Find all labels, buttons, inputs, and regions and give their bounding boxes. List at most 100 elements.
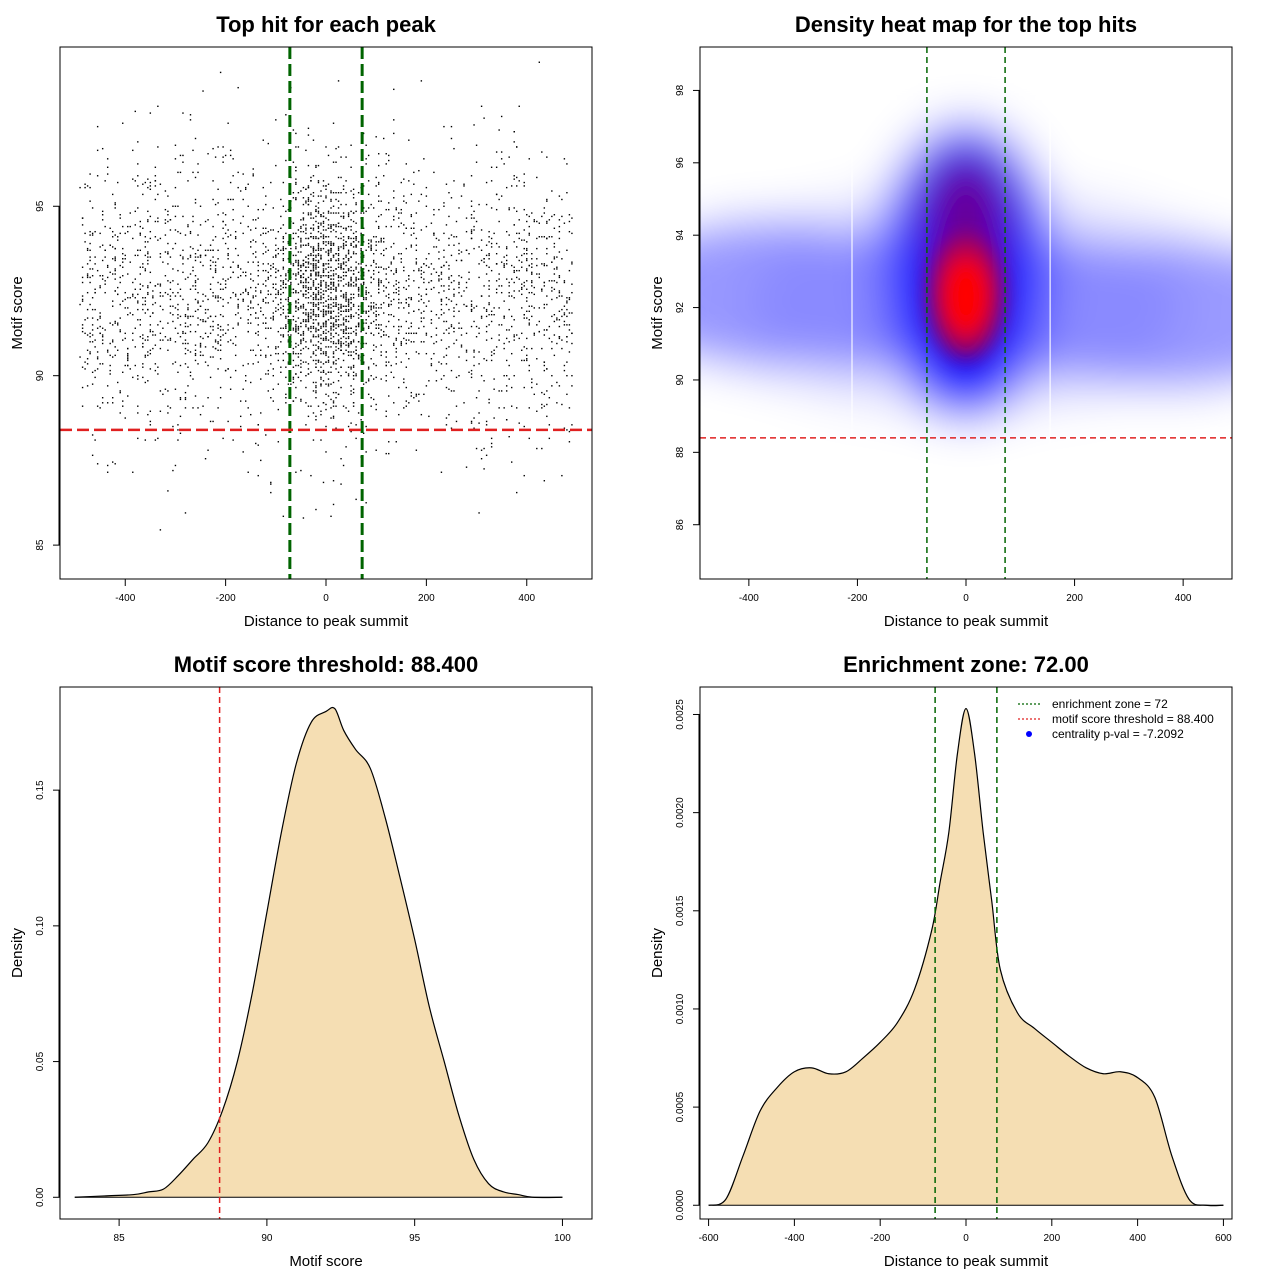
scatter-point xyxy=(458,253,460,255)
scatter-point xyxy=(217,300,219,302)
scatter-point xyxy=(541,391,543,394)
scatter-point xyxy=(498,285,500,287)
scatter-point xyxy=(478,332,480,335)
scatter-point xyxy=(234,247,237,250)
scatter-point xyxy=(367,246,370,248)
scatter-point xyxy=(495,208,498,211)
scatter-point xyxy=(315,273,317,275)
scatter-point xyxy=(418,393,420,396)
scatter-point xyxy=(149,181,152,184)
scatter-point xyxy=(335,286,337,289)
scatter-point xyxy=(239,317,242,319)
scatter-point xyxy=(450,300,453,302)
scatter-point xyxy=(305,402,307,404)
scatter-point xyxy=(528,232,530,235)
scatter-point xyxy=(285,278,287,280)
scatter-point xyxy=(285,159,287,162)
scatter-point xyxy=(232,219,234,221)
scatter-point xyxy=(315,336,317,338)
scatter-point xyxy=(330,346,332,348)
scatter-point xyxy=(154,302,157,304)
scatter-point xyxy=(342,285,345,287)
scatter-point xyxy=(372,363,375,365)
scatter-point xyxy=(400,258,402,260)
scatter-point xyxy=(468,278,470,280)
scatter-point xyxy=(332,317,335,319)
scatter-point xyxy=(260,307,262,309)
scatter-point xyxy=(385,286,387,289)
scatter-point xyxy=(345,275,347,277)
scatter-point xyxy=(197,300,199,302)
scatter-point xyxy=(513,241,515,243)
scatter-point xyxy=(347,310,350,313)
scatter-point xyxy=(297,298,300,301)
scatter-point xyxy=(129,368,131,370)
scatter-point xyxy=(443,202,445,204)
scatter-point xyxy=(377,332,380,335)
scatter-point xyxy=(350,244,352,246)
scatter-point xyxy=(187,308,189,311)
scatter-point xyxy=(307,297,310,299)
scatter-point xyxy=(255,227,257,229)
scatter-point xyxy=(325,322,327,324)
scatter-point xyxy=(179,432,182,434)
scatter-point xyxy=(423,317,425,319)
scatter-point xyxy=(443,285,445,287)
scatter-point xyxy=(327,224,330,226)
scatter-point xyxy=(287,258,290,260)
scatter-point xyxy=(335,198,337,201)
scatter-point xyxy=(350,298,352,301)
scatter-point xyxy=(104,329,106,331)
scatter-point xyxy=(340,307,342,309)
scatter-point xyxy=(84,332,86,335)
scatter-point xyxy=(377,164,380,167)
scatter-point xyxy=(252,307,254,309)
scatter-point xyxy=(315,166,317,168)
scatter-point xyxy=(448,308,450,311)
scatter-point xyxy=(561,198,563,201)
scatter-point xyxy=(518,278,520,280)
scatter-point xyxy=(332,281,335,284)
scatter-point xyxy=(337,393,340,396)
scatter-point xyxy=(558,290,561,292)
scatter-point xyxy=(362,432,365,434)
scatter-point xyxy=(438,258,440,260)
scatter-point xyxy=(558,237,561,240)
scatter-point xyxy=(505,263,508,265)
scatter-point xyxy=(312,266,315,268)
scatter-point xyxy=(315,215,317,218)
scatter-point xyxy=(377,291,380,294)
scatter-point xyxy=(312,302,315,304)
scatter-point xyxy=(355,285,357,287)
scatter-point xyxy=(355,424,357,426)
scatter-point xyxy=(207,219,209,221)
scatter-point xyxy=(285,232,287,235)
scatter-point xyxy=(129,261,131,263)
scatter-point xyxy=(252,239,254,241)
scatter-point xyxy=(335,212,337,214)
scatter-point xyxy=(403,337,405,340)
scatter-point xyxy=(450,234,453,236)
scatter-point xyxy=(385,163,387,165)
scatter-point xyxy=(312,319,315,321)
scatter-point xyxy=(408,180,410,182)
scatter-point xyxy=(403,195,405,197)
scatter-point xyxy=(322,332,325,335)
scatter-point xyxy=(132,295,134,297)
scatter-point xyxy=(204,295,207,297)
scatter-point xyxy=(295,146,297,148)
scatter-point xyxy=(275,346,277,348)
scatter-point xyxy=(485,244,488,246)
scatter-point xyxy=(310,327,312,329)
scatter-point xyxy=(295,132,297,135)
scatter-point xyxy=(335,192,337,194)
scatter-point xyxy=(184,347,187,350)
scatter-point xyxy=(207,308,209,311)
scatter-point xyxy=(159,183,162,185)
scatter-point xyxy=(340,342,342,345)
scatter-point xyxy=(531,253,533,255)
scatter-point xyxy=(307,266,310,268)
scatter-point xyxy=(267,249,269,252)
scatter-point xyxy=(420,298,423,301)
scatter-point xyxy=(310,278,312,280)
